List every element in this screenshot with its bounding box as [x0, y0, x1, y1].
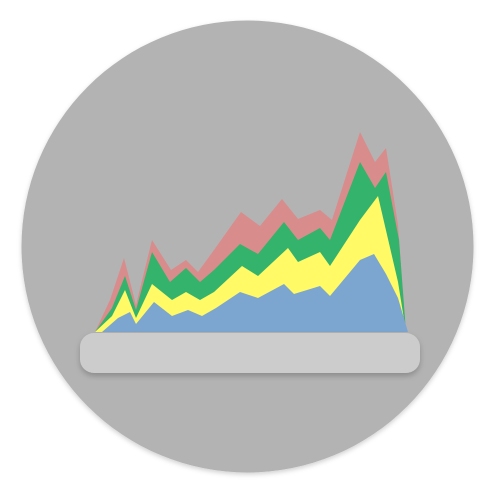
- chart-base: [80, 333, 420, 373]
